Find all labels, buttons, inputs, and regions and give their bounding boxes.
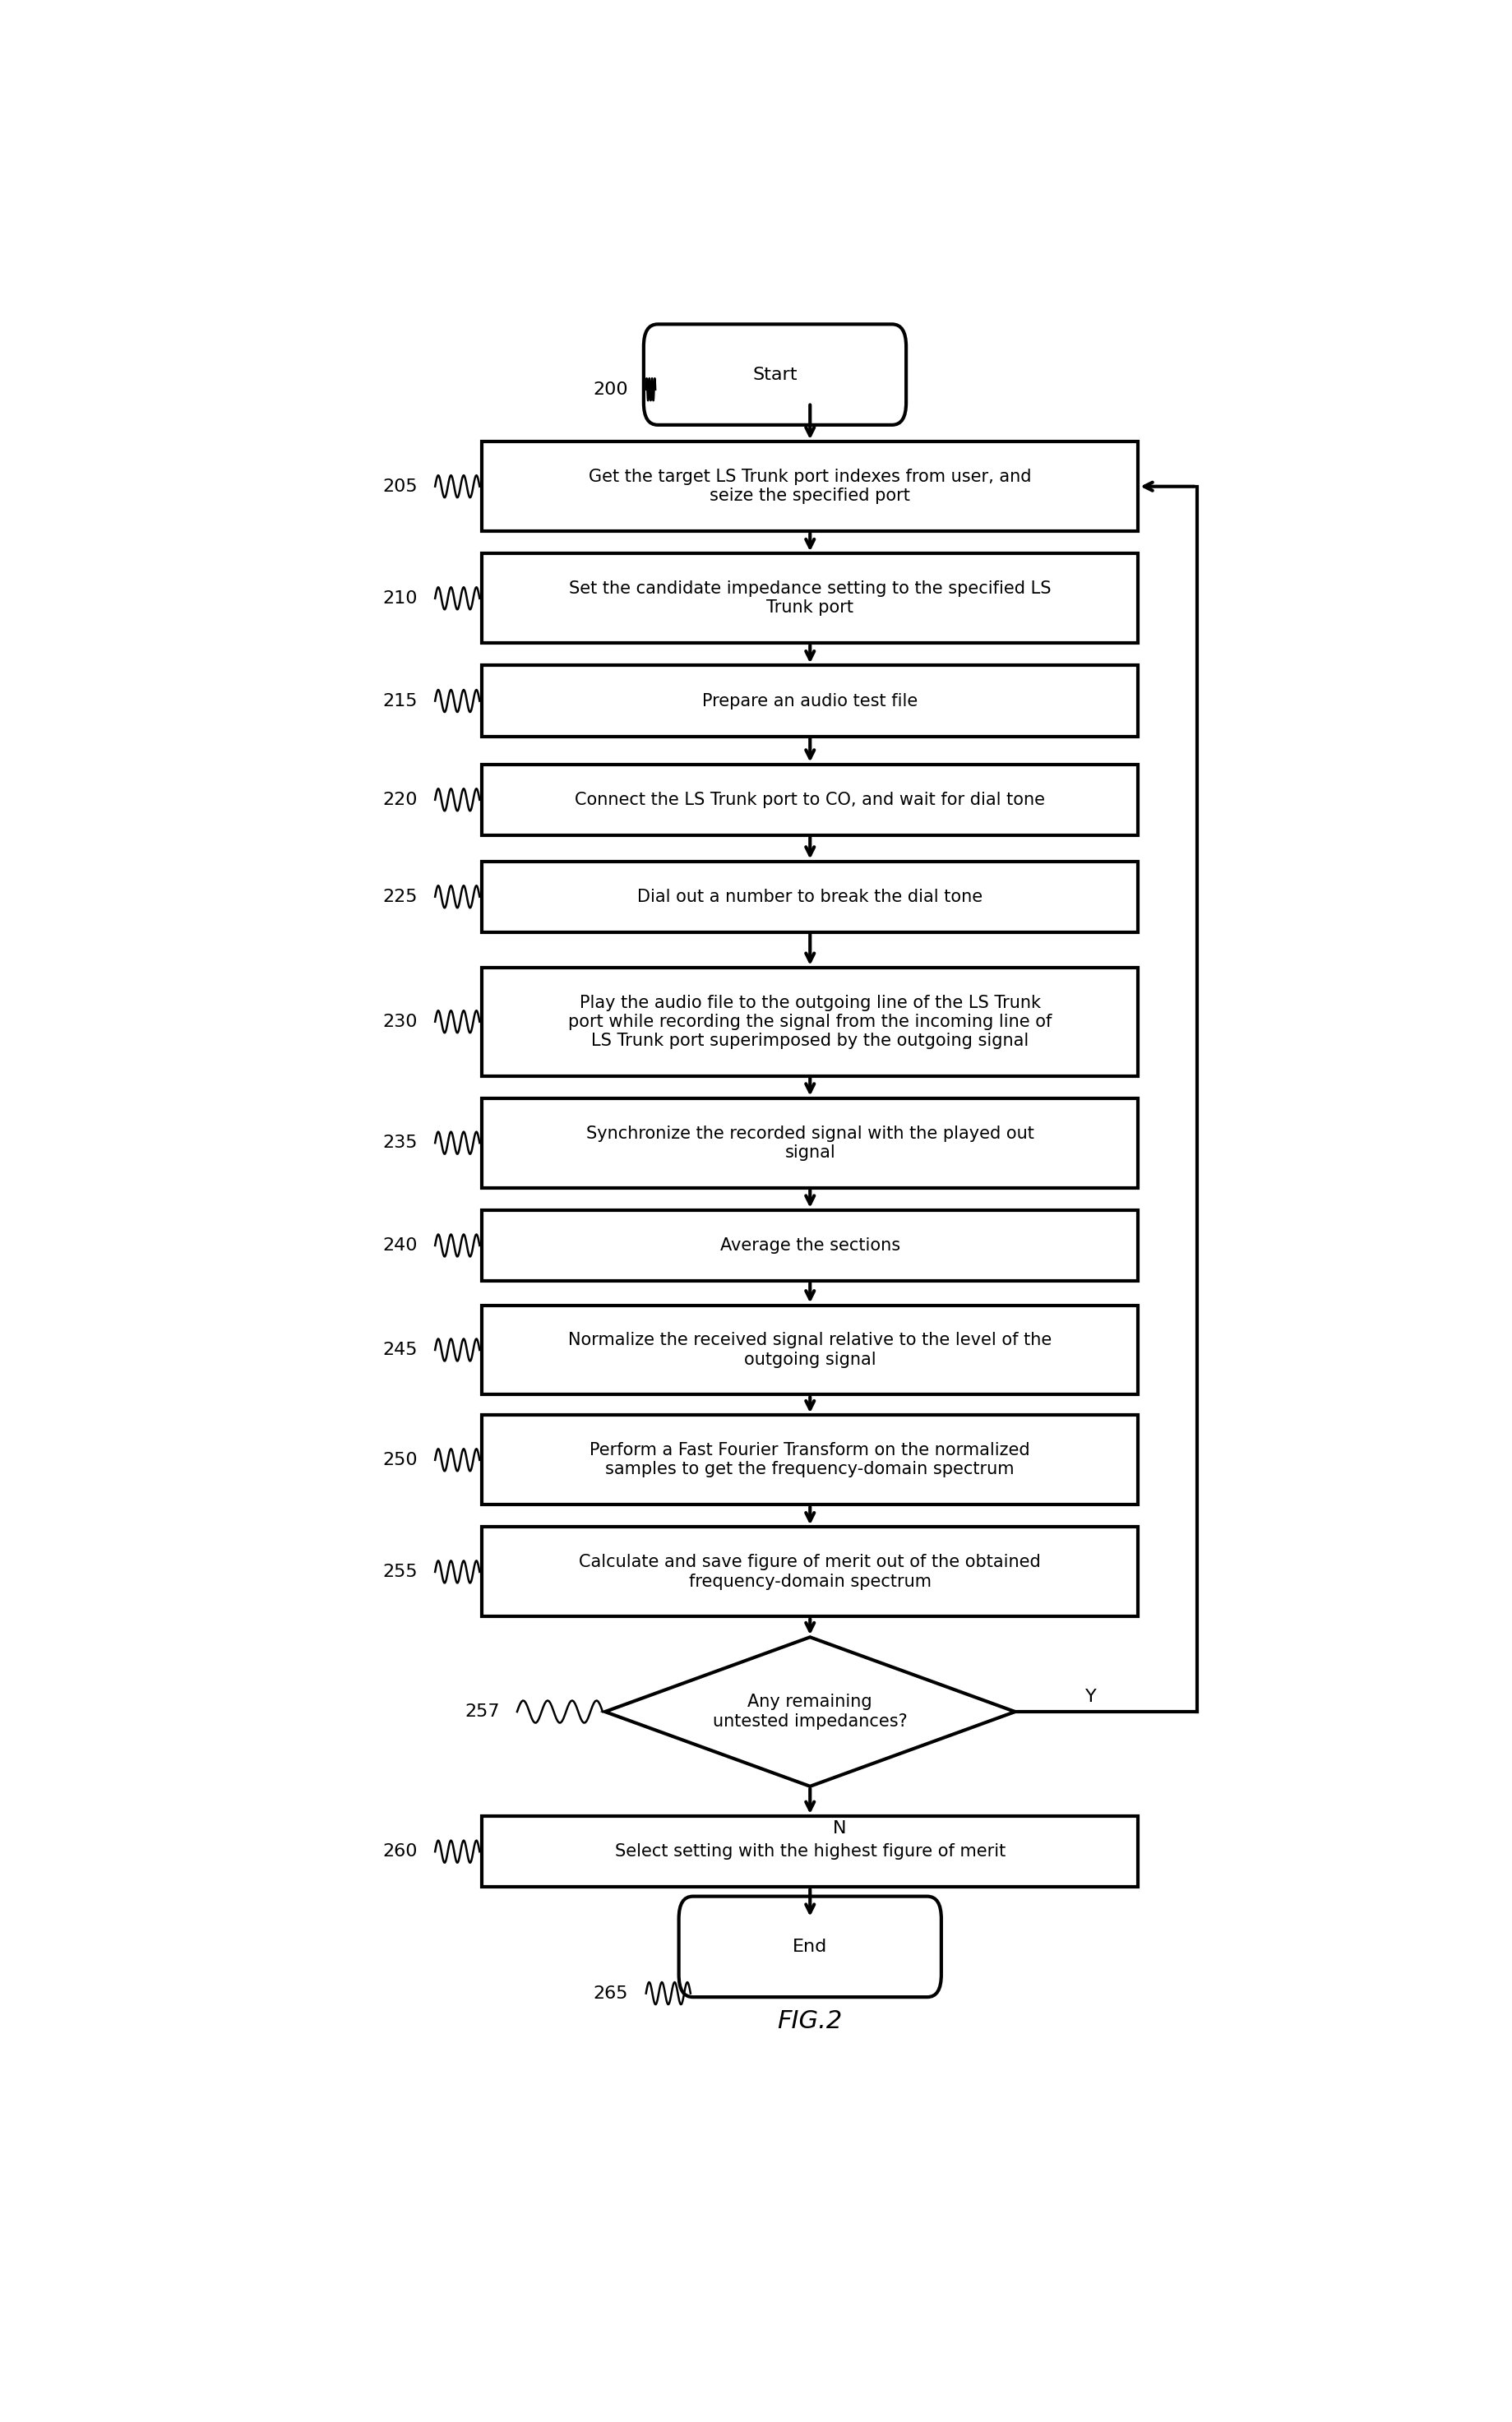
Text: FIG.2: FIG.2 (777, 2010, 842, 2032)
FancyBboxPatch shape (644, 325, 906, 424)
Text: 245: 245 (383, 1342, 417, 1359)
Text: Average the sections: Average the sections (720, 1238, 900, 1255)
Text: End: End (792, 1938, 827, 1955)
Text: Play the audio file to the outgoing line of the LS Trunk
port while recording th: Play the audio file to the outgoing line… (569, 995, 1052, 1049)
Text: 265: 265 (593, 1986, 629, 2001)
Text: Normalize the received signal relative to the level of the
outgoing signal: Normalize the received signal relative t… (569, 1332, 1052, 1368)
Text: Start: Start (753, 366, 797, 383)
Bar (482, 1528, 1139, 1615)
Bar (482, 555, 1139, 644)
Text: Y: Y (1086, 1688, 1096, 1705)
Bar (482, 969, 1139, 1075)
Bar (482, 862, 1139, 932)
Text: 235: 235 (383, 1133, 417, 1150)
Text: 255: 255 (383, 1565, 417, 1579)
Bar (482, 666, 1139, 736)
Text: N: N (833, 1819, 847, 1836)
Bar (482, 1816, 1139, 1887)
Bar (482, 1305, 1139, 1395)
Text: 215: 215 (383, 693, 417, 710)
Text: 230: 230 (383, 1012, 417, 1029)
Bar (482, 441, 1139, 530)
Text: 260: 260 (383, 1843, 417, 1860)
Text: 257: 257 (464, 1703, 499, 1720)
Text: Synchronize the recorded signal with the played out
signal: Synchronize the recorded signal with the… (587, 1126, 1034, 1160)
Bar (482, 1414, 1139, 1504)
Text: 200: 200 (593, 380, 629, 397)
Text: 225: 225 (383, 889, 417, 906)
Bar (482, 765, 1139, 836)
Text: Perform a Fast Fourier Transform on the normalized
samples to get the frequency-: Perform a Fast Fourier Transform on the … (590, 1441, 1030, 1477)
Text: 250: 250 (383, 1451, 417, 1468)
Text: 205: 205 (383, 477, 417, 494)
Text: Calculate and save figure of merit out of the obtained
frequency-domain spectrum: Calculate and save figure of merit out o… (579, 1555, 1040, 1589)
Text: Select setting with the highest figure of merit: Select setting with the highest figure o… (615, 1843, 1005, 1860)
Polygon shape (605, 1637, 1015, 1787)
Text: Dial out a number to break the dial tone: Dial out a number to break the dial tone (638, 889, 983, 906)
Text: Prepare an audio test file: Prepare an audio test file (702, 693, 918, 710)
FancyBboxPatch shape (679, 1896, 942, 1998)
Text: Connect the LS Trunk port to CO, and wait for dial tone: Connect the LS Trunk port to CO, and wai… (575, 792, 1045, 809)
Text: 240: 240 (383, 1238, 417, 1255)
Bar (482, 1211, 1139, 1281)
Text: 210: 210 (383, 591, 417, 606)
Text: Any remaining
untested impedances?: Any remaining untested impedances? (712, 1693, 907, 1729)
Text: 220: 220 (383, 792, 417, 809)
Text: Set the candidate impedance setting to the specified LS
Trunk port: Set the candidate impedance setting to t… (569, 581, 1051, 615)
Text: Get the target LS Trunk port indexes from user, and
seize the specified port: Get the target LS Trunk port indexes fro… (588, 470, 1031, 504)
Bar (482, 1097, 1139, 1187)
